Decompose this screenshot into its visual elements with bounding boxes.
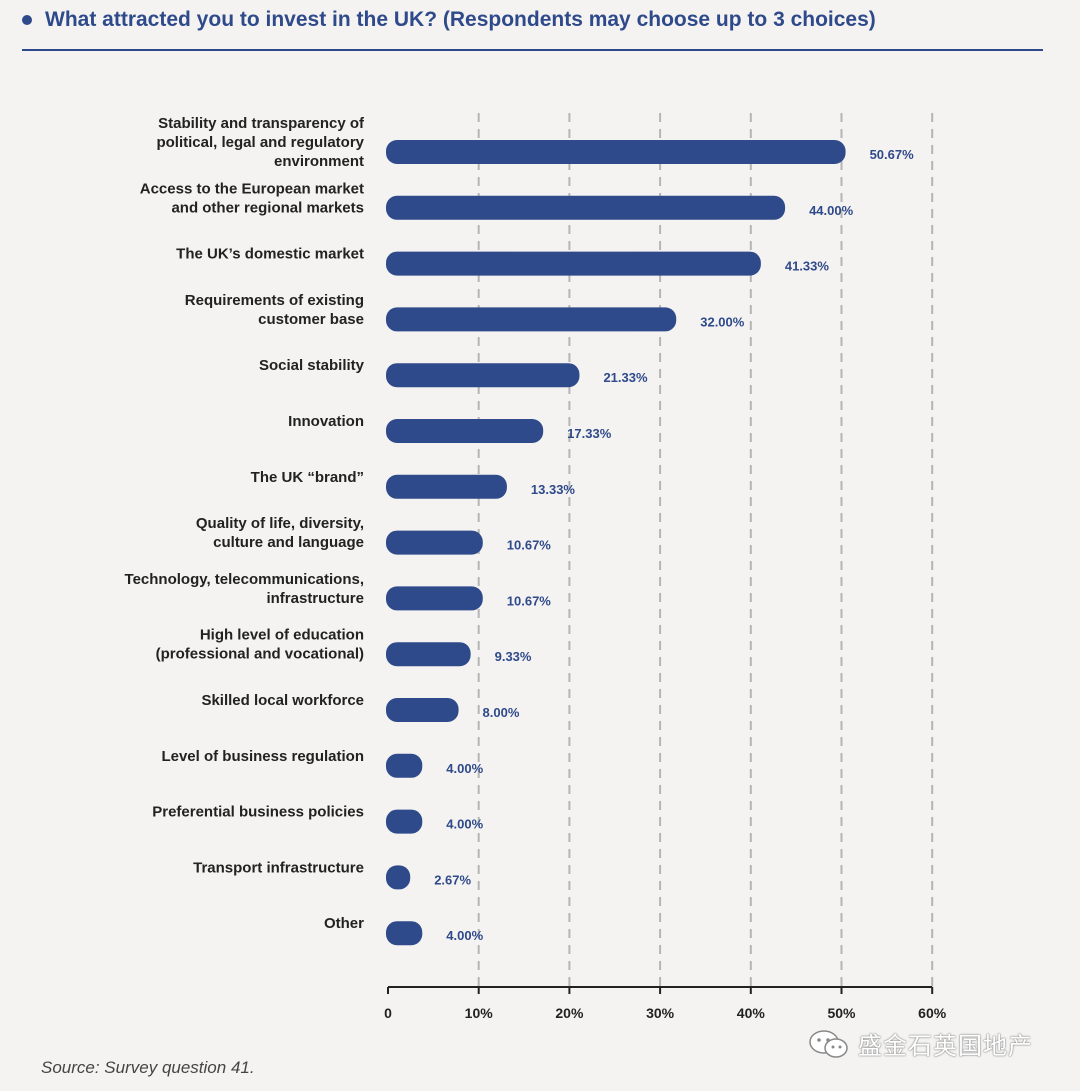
bar <box>386 195 786 220</box>
data-label: 21.33% <box>603 370 648 385</box>
data-label: 2.67% <box>434 872 471 887</box>
category-label: Level of business regulation <box>161 748 364 765</box>
bar <box>386 642 471 667</box>
category-label: The UK “brand” <box>251 469 364 486</box>
category-label: Quality of life, diversity, culture and l… <box>196 515 364 551</box>
x-tick-label: 40% <box>737 1005 766 1021</box>
category-label: Access to the European market and other r… <box>140 180 364 216</box>
category-label: Technology, telecommunications, infrastru… <box>125 571 364 607</box>
category-label-line: environment <box>274 153 364 170</box>
data-label: 10.67% <box>507 538 552 553</box>
category-label-line: The UK’s domestic market <box>176 246 364 263</box>
category-label-line: customer base <box>258 311 364 328</box>
category-label-line: Access to the European market <box>140 180 364 197</box>
data-label: 50.67% <box>870 147 915 162</box>
category-label-line: Level of business regulation <box>161 748 364 765</box>
data-label: 32.00% <box>700 314 745 329</box>
x-tick-label: 0 <box>384 1005 392 1021</box>
data-label: 13.33% <box>531 482 576 497</box>
category-label-line: Innovation <box>288 413 364 430</box>
data-label: 4.00% <box>446 817 483 832</box>
category-label-line: The UK “brand” <box>251 469 364 486</box>
category-label-line: (professional and vocational) <box>156 646 364 663</box>
category-label-line: political, legal and regulatory <box>156 134 364 151</box>
category-label: Preferential business policies <box>152 804 364 821</box>
category-label-line: Quality of life, diversity, <box>196 515 364 532</box>
watermark: 盛金石英国地产 <box>808 1026 1033 1061</box>
bar <box>386 865 411 890</box>
category-label-line: Skilled local workforce <box>201 692 364 709</box>
x-tick-label: 20% <box>555 1005 584 1021</box>
x-tick-label: 60% <box>918 1005 947 1021</box>
category-label-line: Technology, telecommunications, <box>125 571 364 588</box>
category-label: Skilled local workforce <box>201 692 364 709</box>
bar <box>386 363 580 388</box>
category-label: Social stability <box>259 357 365 374</box>
category-label-line: Social stability <box>259 357 365 374</box>
data-label: 10.67% <box>507 593 552 608</box>
category-label-line: culture and language <box>213 534 364 551</box>
data-label: 8.00% <box>483 705 520 720</box>
category-label-line: Other <box>324 915 364 932</box>
bar <box>386 474 507 499</box>
category-label-line: and other regional markets <box>171 199 364 216</box>
data-label: 41.33% <box>785 259 830 274</box>
title-divider <box>22 49 1043 51</box>
data-label: 44.00% <box>809 203 854 218</box>
category-label-line: infrastructure <box>266 590 364 607</box>
data-label: 17.33% <box>567 426 612 441</box>
data-label: 4.00% <box>446 928 483 943</box>
category-label: Requirements of existing customer base <box>185 292 364 328</box>
bar <box>386 809 423 834</box>
watermark-text: 盛金石英国地产 <box>858 1033 1033 1060</box>
bar <box>386 586 483 611</box>
x-tick-label: 10% <box>465 1005 494 1021</box>
x-tick-label: 30% <box>646 1005 675 1021</box>
bar <box>386 140 846 164</box>
bar <box>386 530 483 555</box>
bullet-dot-icon <box>22 15 32 25</box>
data-label: 9.33% <box>495 649 532 664</box>
bar <box>386 698 459 722</box>
source-note: Source: Survey question 41. <box>41 1058 255 1077</box>
category-label-line: Preferential business policies <box>152 804 364 821</box>
category-label: High level of education (professional and… <box>156 627 364 663</box>
x-tick-label: 50% <box>827 1005 856 1021</box>
bar <box>386 419 544 443</box>
data-label: 4.00% <box>446 761 483 776</box>
category-label: Stability and transparency of political, … <box>156 115 365 170</box>
bar <box>386 307 677 332</box>
bar <box>386 753 423 778</box>
category-label-line: High level of education <box>200 627 364 644</box>
chart-title: What attracted you to invest in the UK? … <box>45 8 876 31</box>
wechat-icon <box>809 1029 848 1058</box>
category-label: Transport infrastructure <box>193 859 364 876</box>
category-label: Other <box>324 915 364 932</box>
bar <box>386 921 423 946</box>
category-label: The UK’s domestic market <box>176 246 364 263</box>
category-label-line: Stability and transparency of <box>158 115 365 132</box>
bar <box>386 251 761 276</box>
chart-title-row: What attracted you to invest in the UK? … <box>22 4 1042 36</box>
category-label: Innovation <box>288 413 364 430</box>
category-label-line: Requirements of existing <box>185 292 364 309</box>
category-label-line: Transport infrastructure <box>193 859 364 876</box>
